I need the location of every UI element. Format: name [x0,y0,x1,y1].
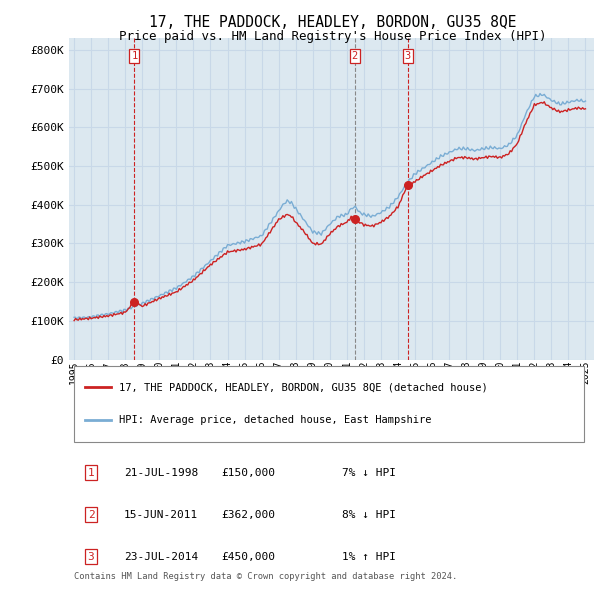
Text: 2: 2 [88,510,94,520]
Text: 3: 3 [88,552,94,562]
Text: HPI: Average price, detached house, East Hampshire: HPI: Average price, detached house, East… [119,415,431,425]
Text: 1: 1 [131,51,137,61]
Text: 1: 1 [88,468,94,477]
Text: 1% ↑ HPI: 1% ↑ HPI [342,552,396,562]
Text: £362,000: £362,000 [221,510,275,520]
Text: 3: 3 [404,51,410,61]
FancyBboxPatch shape [74,366,583,441]
Text: 8% ↓ HPI: 8% ↓ HPI [342,510,396,520]
Text: 23-JUL-2014: 23-JUL-2014 [124,552,199,562]
Text: £150,000: £150,000 [221,468,275,477]
Text: 21-JUL-1998: 21-JUL-1998 [124,468,199,477]
Text: 17, THE PADDOCK, HEADLEY, BORDON, GU35 8QE: 17, THE PADDOCK, HEADLEY, BORDON, GU35 8… [149,15,517,30]
Text: 7% ↓ HPI: 7% ↓ HPI [342,468,396,477]
Text: £450,000: £450,000 [221,552,275,562]
Text: 2: 2 [352,51,358,61]
Text: 17, THE PADDOCK, HEADLEY, BORDON, GU35 8QE (detached house): 17, THE PADDOCK, HEADLEY, BORDON, GU35 8… [119,382,488,392]
Text: 15-JUN-2011: 15-JUN-2011 [124,510,199,520]
Text: Contains HM Land Registry data © Crown copyright and database right 2024.: Contains HM Land Registry data © Crown c… [74,572,458,581]
Text: Price paid vs. HM Land Registry's House Price Index (HPI): Price paid vs. HM Land Registry's House … [119,30,547,43]
